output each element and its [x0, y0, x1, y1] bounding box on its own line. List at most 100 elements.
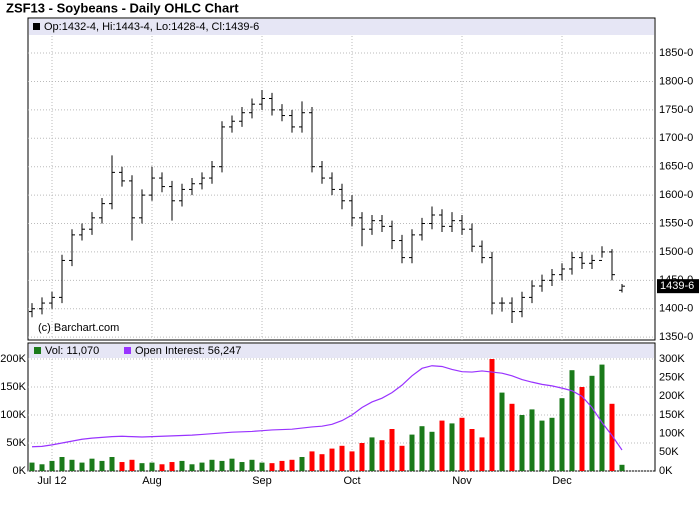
y2-tick-label: 100K — [659, 428, 685, 440]
y2-tick-label: 200K — [659, 390, 685, 402]
volume-bar — [199, 462, 205, 471]
volume-bar — [619, 464, 625, 471]
volume-bar — [99, 460, 105, 471]
volume-bar — [49, 460, 55, 471]
volume-bar — [459, 417, 465, 471]
volume-bar — [29, 462, 35, 471]
volume-bar — [559, 398, 565, 471]
volume-bar — [219, 460, 225, 471]
x-tick-label: Jul 12 — [37, 475, 66, 487]
volume-bar — [329, 448, 335, 471]
volume-bar — [419, 426, 425, 471]
volume-bar — [39, 464, 45, 471]
y-tick-label: 1650-0 — [659, 161, 693, 173]
y-tick-label: 1350-0 — [659, 331, 693, 343]
volume-bar — [469, 429, 475, 471]
volume-bar — [609, 403, 615, 471]
open-interest-line — [31, 365, 623, 451]
volume-bar — [269, 463, 275, 471]
volume-bar — [229, 458, 235, 471]
chart-title: ZSF13 - Soybeans - Daily OHLC Chart — [6, 0, 239, 15]
price-header — [29, 19, 654, 35]
price-panel — [27, 17, 656, 341]
volume-bar — [529, 409, 535, 471]
y-tick-label: 1800-0 — [659, 75, 693, 87]
volume-bar — [549, 417, 555, 471]
y-tick-label: 1400-0 — [659, 303, 693, 315]
y-tick-label: 1550-0 — [659, 217, 693, 229]
credit: (c) Barchart.com — [38, 322, 119, 334]
volume-bar — [429, 431, 435, 471]
y-tick-label: 1600-0 — [659, 189, 693, 201]
volume-bar — [249, 459, 255, 471]
volume-bar — [349, 451, 355, 471]
legend-label: Vol: 11,070 — [45, 345, 99, 357]
legend-swatch — [124, 347, 131, 354]
volume-bar — [259, 462, 265, 471]
volume-bar — [489, 359, 495, 471]
volume-tick-label: 100K — [0, 409, 26, 421]
x-tick-label: Oct — [343, 475, 360, 487]
y2-tick-label: 150K — [659, 409, 685, 421]
volume-bar — [509, 403, 515, 471]
volume-bar — [139, 463, 145, 471]
volume-bar — [169, 462, 175, 471]
y-tick-label: 1850-0 — [659, 47, 693, 59]
volume-bar — [579, 387, 585, 471]
price-legend: Op:1432-4, Hi:1443-4, Lo:1428-4, Cl:1439… — [44, 21, 259, 33]
volume-bar — [539, 420, 545, 471]
volume-tick-label: 200K — [0, 353, 26, 365]
volume-tick-label: 0K — [13, 465, 27, 477]
volume-tick-label: 50K — [6, 437, 26, 449]
volume-bar — [499, 392, 505, 471]
volume-bar — [599, 364, 605, 471]
y-tick-label: 1500-0 — [659, 246, 693, 258]
last-price-box — [657, 279, 699, 294]
volume-bar — [289, 459, 295, 471]
legend-swatch — [34, 347, 41, 354]
volume-bar — [319, 454, 325, 471]
volume-bar — [479, 437, 485, 471]
volume-bar — [79, 462, 85, 471]
volume-bar — [409, 434, 415, 471]
volume-bar — [69, 459, 75, 471]
legend-swatch — [33, 23, 40, 30]
volume-bar — [589, 375, 595, 471]
volume-bar — [149, 462, 155, 471]
volume-bar — [399, 445, 405, 471]
x-tick-label: Aug — [142, 475, 162, 487]
last-price-label: 1439-6 — [660, 280, 694, 292]
y2-tick-label: 300K — [659, 353, 685, 365]
volume-bar — [89, 458, 95, 471]
volume-bar — [569, 370, 575, 471]
volume-bar — [299, 457, 305, 471]
volume-bar — [189, 464, 195, 471]
volume-bar — [519, 415, 525, 471]
volume-header — [29, 344, 654, 358]
volume-tick-label: 150K — [0, 381, 26, 393]
volume-bar — [359, 443, 365, 471]
volume-bar — [309, 451, 315, 471]
x-tick-label: Dec — [552, 475, 572, 487]
y-tick-label: 1700-0 — [659, 132, 693, 144]
volume-bar — [279, 460, 285, 471]
volume-bar — [59, 457, 65, 471]
volume-bar — [339, 445, 345, 471]
y2-tick-label: 250K — [659, 372, 685, 384]
legend-label: Open Interest: 56,247 — [135, 345, 241, 357]
y2-tick-label: 50K — [659, 446, 679, 458]
volume-bar — [449, 423, 455, 471]
y-tick-label: 1750-0 — [659, 104, 693, 116]
volume-bar — [389, 429, 395, 471]
volume-bar — [239, 462, 245, 471]
volume-bar — [109, 457, 115, 471]
volume-bar — [129, 459, 135, 471]
volume-bar — [439, 420, 445, 471]
volume-bar — [159, 464, 165, 471]
x-tick-label: Nov — [452, 475, 472, 487]
volume-bar — [369, 437, 375, 471]
volume-bar — [209, 459, 215, 471]
volume-bar — [179, 460, 185, 471]
